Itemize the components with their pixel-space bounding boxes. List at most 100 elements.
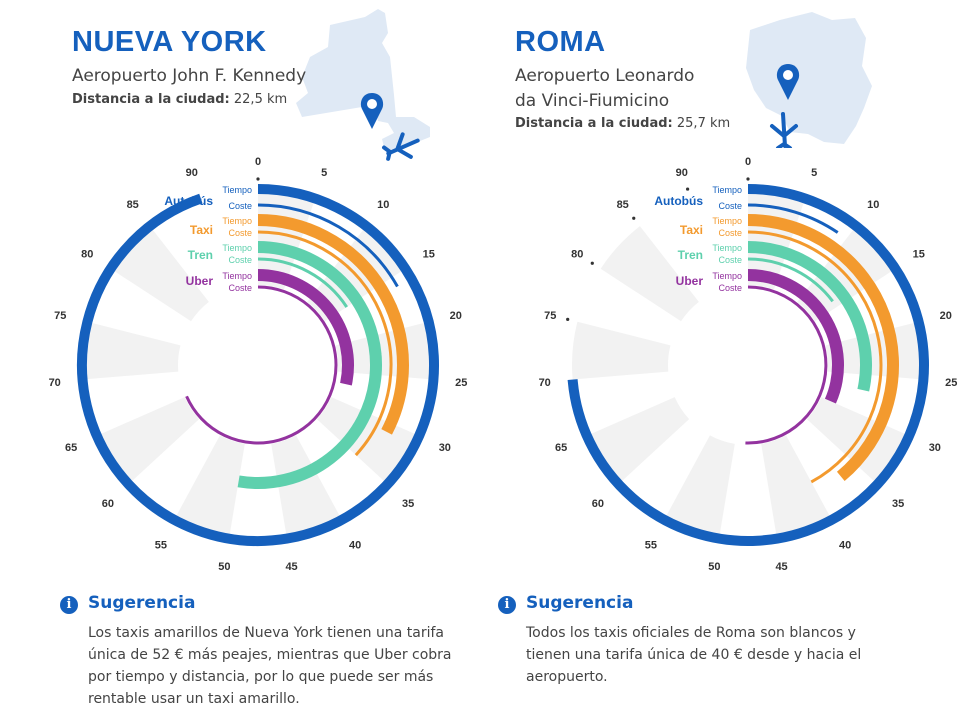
arc-uber-coste xyxy=(185,285,338,445)
legend-tren: Tren xyxy=(678,248,703,262)
background-bands xyxy=(572,189,924,539)
tick-label: 20 xyxy=(940,310,952,322)
tick-label: 90 xyxy=(676,167,688,179)
tick-label: 55 xyxy=(155,539,167,551)
tick-label: 0 xyxy=(255,156,261,168)
background-band xyxy=(96,397,200,485)
legend-metric-autobús-tiempo: Tiempo xyxy=(712,185,742,195)
airplane-icon xyxy=(770,112,798,148)
tick-label: 30 xyxy=(439,442,451,454)
arc-uber-tiempo xyxy=(257,269,354,386)
tick-label: 40 xyxy=(349,539,361,551)
tick-label: 15 xyxy=(913,248,925,260)
legend-metric-autobús-coste: Coste xyxy=(228,201,252,211)
tick-label: 20 xyxy=(450,310,462,322)
legend-taxi: Taxi xyxy=(190,223,213,237)
legend-autobús: Autobús xyxy=(654,194,703,208)
tick-dot xyxy=(746,177,750,181)
distance-value: 25,7 km xyxy=(676,116,731,131)
tick-label: 65 xyxy=(65,442,77,454)
background-band xyxy=(110,226,209,322)
tip-line: Los taxis amarillos de Nueva York tienen… xyxy=(88,625,444,641)
tip-line: rentable usar un taxi amarillo. xyxy=(88,691,300,707)
info-icon: i xyxy=(60,596,78,614)
legend-metric-uber-coste: Coste xyxy=(718,283,742,293)
tick-label: 60 xyxy=(592,498,604,510)
arc-tren-coste xyxy=(257,257,348,308)
arc-tren-coste xyxy=(747,257,834,303)
legend-uber: Uber xyxy=(676,274,704,288)
airport-name: Aeropuerto Leonardo da Vinci-Fiumicino xyxy=(515,64,694,114)
tick-label: 85 xyxy=(617,199,629,211)
tick-label: 70 xyxy=(539,377,551,389)
legend-autobús: Autobús xyxy=(164,194,213,208)
background-band xyxy=(258,189,316,290)
arc-autobús-tiempo xyxy=(77,184,440,546)
tick-label: 60 xyxy=(102,498,114,510)
distance-label: Distancia a la ciudad: xyxy=(72,92,230,107)
legend-metric-uber-coste: Coste xyxy=(228,283,252,293)
city-title: ROMA xyxy=(515,26,606,58)
arc-autobús-tiempo xyxy=(567,184,929,546)
legend-metric-uber-tiempo: Tiempo xyxy=(712,271,742,281)
arc-uber-coste xyxy=(745,285,828,445)
tick-label: 10 xyxy=(867,199,879,211)
distance-text: Distancia a la ciudad: 22,5 km xyxy=(72,92,287,107)
tick-label: 35 xyxy=(402,498,414,510)
tick-label: 15 xyxy=(423,248,435,260)
legend-metric-tren-tiempo: Tiempo xyxy=(712,243,742,253)
tick-label: 5 xyxy=(811,167,817,179)
city-title: NUEVA YORK xyxy=(72,26,267,58)
distance-value: 22,5 km xyxy=(233,92,288,107)
arc-tren-tiempo xyxy=(747,241,872,392)
tick-label: 90 xyxy=(186,167,198,179)
roma-region-map xyxy=(746,12,872,148)
location-pin-icon xyxy=(360,93,384,129)
legend-tren: Tren xyxy=(188,248,213,262)
arc-taxi-tiempo xyxy=(747,214,900,482)
location-pin-icon xyxy=(776,64,800,100)
airplane-icon xyxy=(382,132,420,161)
arc-taxi-tiempo xyxy=(257,214,409,435)
tick-label: 45 xyxy=(285,561,297,573)
tip-text: Todos los taxis oficiales de Roma son bl… xyxy=(526,622,861,688)
legend-metric-taxi-coste: Coste xyxy=(228,228,252,238)
background-band xyxy=(825,321,924,380)
tick-label: 65 xyxy=(555,442,567,454)
tip-title: Sugerencia xyxy=(526,593,634,613)
background-band xyxy=(174,435,245,539)
tick-label: 50 xyxy=(708,561,720,573)
tip-line: por tiempo y distancia, por lo que puede… xyxy=(88,669,434,685)
airport-line: Aeropuerto John F. Kennedy xyxy=(72,66,307,86)
tick-label: 10 xyxy=(377,199,389,211)
legend-metric-tren-coste: Coste xyxy=(718,255,742,265)
tick-label: 25 xyxy=(455,377,467,389)
tick-dot xyxy=(566,317,570,321)
legend-taxi: Taxi xyxy=(680,223,703,237)
tick-label: 35 xyxy=(892,498,904,510)
legend-metric-uber-tiempo: Tiempo xyxy=(222,271,252,281)
legend-metric-autobús-tiempo: Tiempo xyxy=(222,185,252,195)
arc-taxi-coste xyxy=(747,230,883,484)
tick-label: 70 xyxy=(49,377,61,389)
legend-metric-taxi-coste: Coste xyxy=(718,228,742,238)
tick-label: 55 xyxy=(645,539,657,551)
tick-dot xyxy=(632,216,636,220)
map-shape xyxy=(296,9,430,151)
distance-text: Distancia a la ciudad: 25,7 km xyxy=(515,116,730,131)
background-band xyxy=(572,321,671,380)
background-band xyxy=(664,435,735,539)
radial-chart-roma: 0 5 10 15 20 25 30 35 40 45 50 55 60 65 70 75 80 85 90 Auto… xyxy=(539,156,958,573)
distance-label: Distancia a la ciudad: xyxy=(515,116,673,131)
radial-chart-new-york: 0 5 10 15 20 25 30 35 40 45 50 55 60 65 70 75 80 85 90 Auto… xyxy=(49,156,468,573)
background-band xyxy=(81,321,181,380)
background-band xyxy=(761,435,832,539)
map-shape xyxy=(746,12,872,144)
tick-label: 40 xyxy=(839,539,851,551)
arc-tren-tiempo xyxy=(237,241,382,489)
tick-label: 80 xyxy=(571,248,583,260)
airport-line: da Vinci-Fiumicino xyxy=(515,91,670,111)
airport-name: Aeropuerto John F. Kennedy xyxy=(72,64,306,89)
tip-line: única de 52 € más peajes, mientras que U… xyxy=(88,647,452,663)
tick-label: 45 xyxy=(775,561,787,573)
